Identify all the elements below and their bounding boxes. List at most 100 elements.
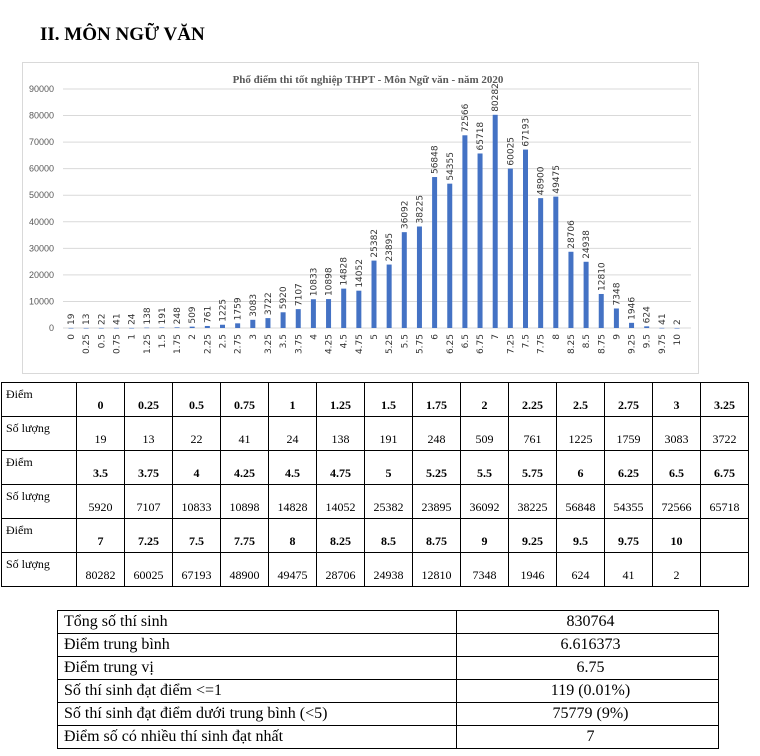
bar (204, 325, 210, 328)
point-cell: 9.5 (556, 518, 605, 553)
data-label: 14828 (340, 257, 350, 286)
y-tick-label: 20000 (29, 270, 54, 280)
point-cell: 4.75 (316, 450, 365, 485)
data-label: 3083 (249, 294, 259, 317)
x-tick-label: 1 (128, 334, 138, 340)
count-cell: 10833 (172, 484, 221, 519)
x-tick-label: 6 (431, 334, 441, 340)
bar (447, 183, 453, 328)
count-cell: 13 (124, 416, 173, 451)
x-tick-label: 4 (309, 334, 319, 340)
data-label: 10833 (309, 268, 319, 297)
count-cell: 60025 (124, 552, 173, 587)
data-label: 38225 (415, 195, 425, 224)
y-tick-label: 90000 (29, 84, 54, 94)
data-label: 41 (112, 313, 122, 324)
row-header: Số lượng (1, 416, 77, 451)
data-label: 10898 (325, 267, 335, 296)
points-row: Điểm 3.5 3.75 4 4.25 4.5 4.75 5 5.25 5.5 5.75 6 6.25… (1, 450, 749, 485)
bar (613, 308, 619, 328)
chart-svg: Phổ điểm thi tốt nghiệp THPT - Môn Ngữ v… (29, 74, 691, 354)
count-cell: 65718 (700, 484, 749, 519)
data-label: 5920 (279, 286, 289, 309)
data-label: 3722 (264, 292, 274, 315)
data-label: 48900 (537, 166, 547, 195)
point-cell: 0 (76, 382, 125, 417)
data-label: 72566 (461, 103, 471, 132)
score-distribution-chart: Phổ điểm thi tốt nghiệp THPT - Môn Ngữ v… (22, 62, 699, 374)
count-cell: 25382 (364, 484, 413, 519)
count-cell: 49475 (268, 552, 317, 587)
x-tick-label: 7 (491, 334, 501, 340)
data-label: 56848 (431, 145, 441, 174)
bar (356, 290, 362, 328)
count-cell: 14828 (268, 484, 317, 519)
data-label: 1759 (234, 297, 244, 320)
counts-row: Số lượng 80282 60025 67193 48900 49475 28706 24… (1, 552, 749, 587)
data-label: 23895 (385, 233, 395, 262)
count-cell: 38225 (508, 484, 557, 519)
count-cell: 5920 (76, 484, 125, 519)
stat-value: 7 (456, 725, 719, 749)
y-tick-label: 60000 (29, 164, 54, 174)
point-cell: 2.5 (556, 382, 605, 417)
point-cell: 7.5 (172, 518, 221, 553)
x-tick-label: 6.75 (476, 334, 486, 354)
section-heading: II. MÔN NGỮ VĂN (40, 24, 205, 45)
point-cell: 6.75 (700, 450, 749, 485)
x-tick-label: 10 (673, 334, 683, 346)
point-cell: 6.5 (652, 450, 701, 485)
point-cell: 5.5 (460, 450, 509, 485)
stat-value: 6.75 (456, 656, 719, 680)
bar (507, 168, 513, 328)
bar (629, 322, 635, 328)
points-row: Điểm 0 0.25 0.5 0.75 1 1.25 1.5 1.75 2 2.25 2.5 2.75… (1, 382, 749, 417)
counts-row: Số lượng 5920 7107 10833 10898 14828 14052 2538… (1, 484, 749, 519)
count-cell: 48900 (220, 552, 269, 587)
data-label: 22 (97, 313, 107, 324)
y-tick-label: 50000 (29, 190, 54, 200)
bar (98, 327, 104, 329)
data-label: 24938 (582, 230, 592, 259)
point-cell: 3 (652, 382, 701, 417)
bar (189, 326, 195, 328)
count-cell: 19 (76, 416, 125, 451)
bar (295, 309, 301, 328)
bar (583, 261, 589, 328)
count-cell: 24938 (364, 552, 413, 587)
count-cell: 56848 (556, 484, 605, 519)
data-label: 28706 (567, 220, 577, 249)
data-label: 19 (67, 313, 77, 325)
x-tick-label: 4.25 (325, 334, 335, 354)
data-label: 138 (143, 307, 153, 324)
bar (538, 198, 544, 328)
count-cell: 248 (412, 416, 461, 451)
x-tick-label: 8 (552, 334, 562, 340)
points-row: Điểm 7 7.25 7.5 7.75 8 8.25 8.5 8.75 9 9.25 9.5 9.75… (1, 518, 749, 553)
counts-row: Số lượng 19 13 22 41 24 138 191 248 509 761 1225 175… (1, 416, 749, 451)
bar (371, 260, 377, 328)
count-cell (700, 552, 749, 587)
bar (492, 114, 498, 328)
bar (83, 327, 89, 329)
point-cell: 7.25 (124, 518, 173, 553)
score-table: Điểm 0 0.25 0.5 0.75 1 1.25 1.5 1.75 2 2.25 2.5 2.75… (1, 382, 749, 587)
bar (265, 318, 271, 328)
x-tick-label: 2 (188, 334, 198, 340)
row-header: Số lượng (1, 484, 77, 519)
point-cell: 1 (268, 382, 317, 417)
bar (644, 326, 650, 328)
bar (68, 327, 74, 329)
point-cell: 3.25 (700, 382, 749, 417)
bar (523, 149, 528, 328)
stat-label: Điểm trung vị (57, 656, 457, 680)
data-label: 1225 (219, 299, 229, 322)
x-tick-label: 2.5 (219, 334, 229, 348)
x-tick-label: 5.25 (385, 334, 395, 354)
bar (462, 135, 468, 328)
x-tick-label: 7.25 (506, 334, 516, 354)
bar (326, 299, 332, 328)
bar (159, 327, 165, 328)
data-label: 509 (188, 306, 198, 323)
point-cell: 0.25 (124, 382, 173, 417)
